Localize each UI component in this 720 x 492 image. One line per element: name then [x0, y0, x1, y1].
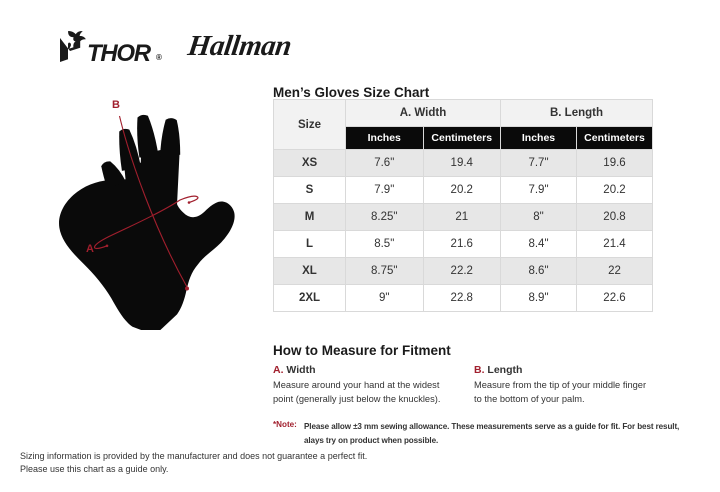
- svg-text:THOR: THOR: [87, 40, 152, 63]
- svg-text:®: ®: [156, 53, 162, 62]
- svg-text:Hallman: Hallman: [185, 30, 293, 62]
